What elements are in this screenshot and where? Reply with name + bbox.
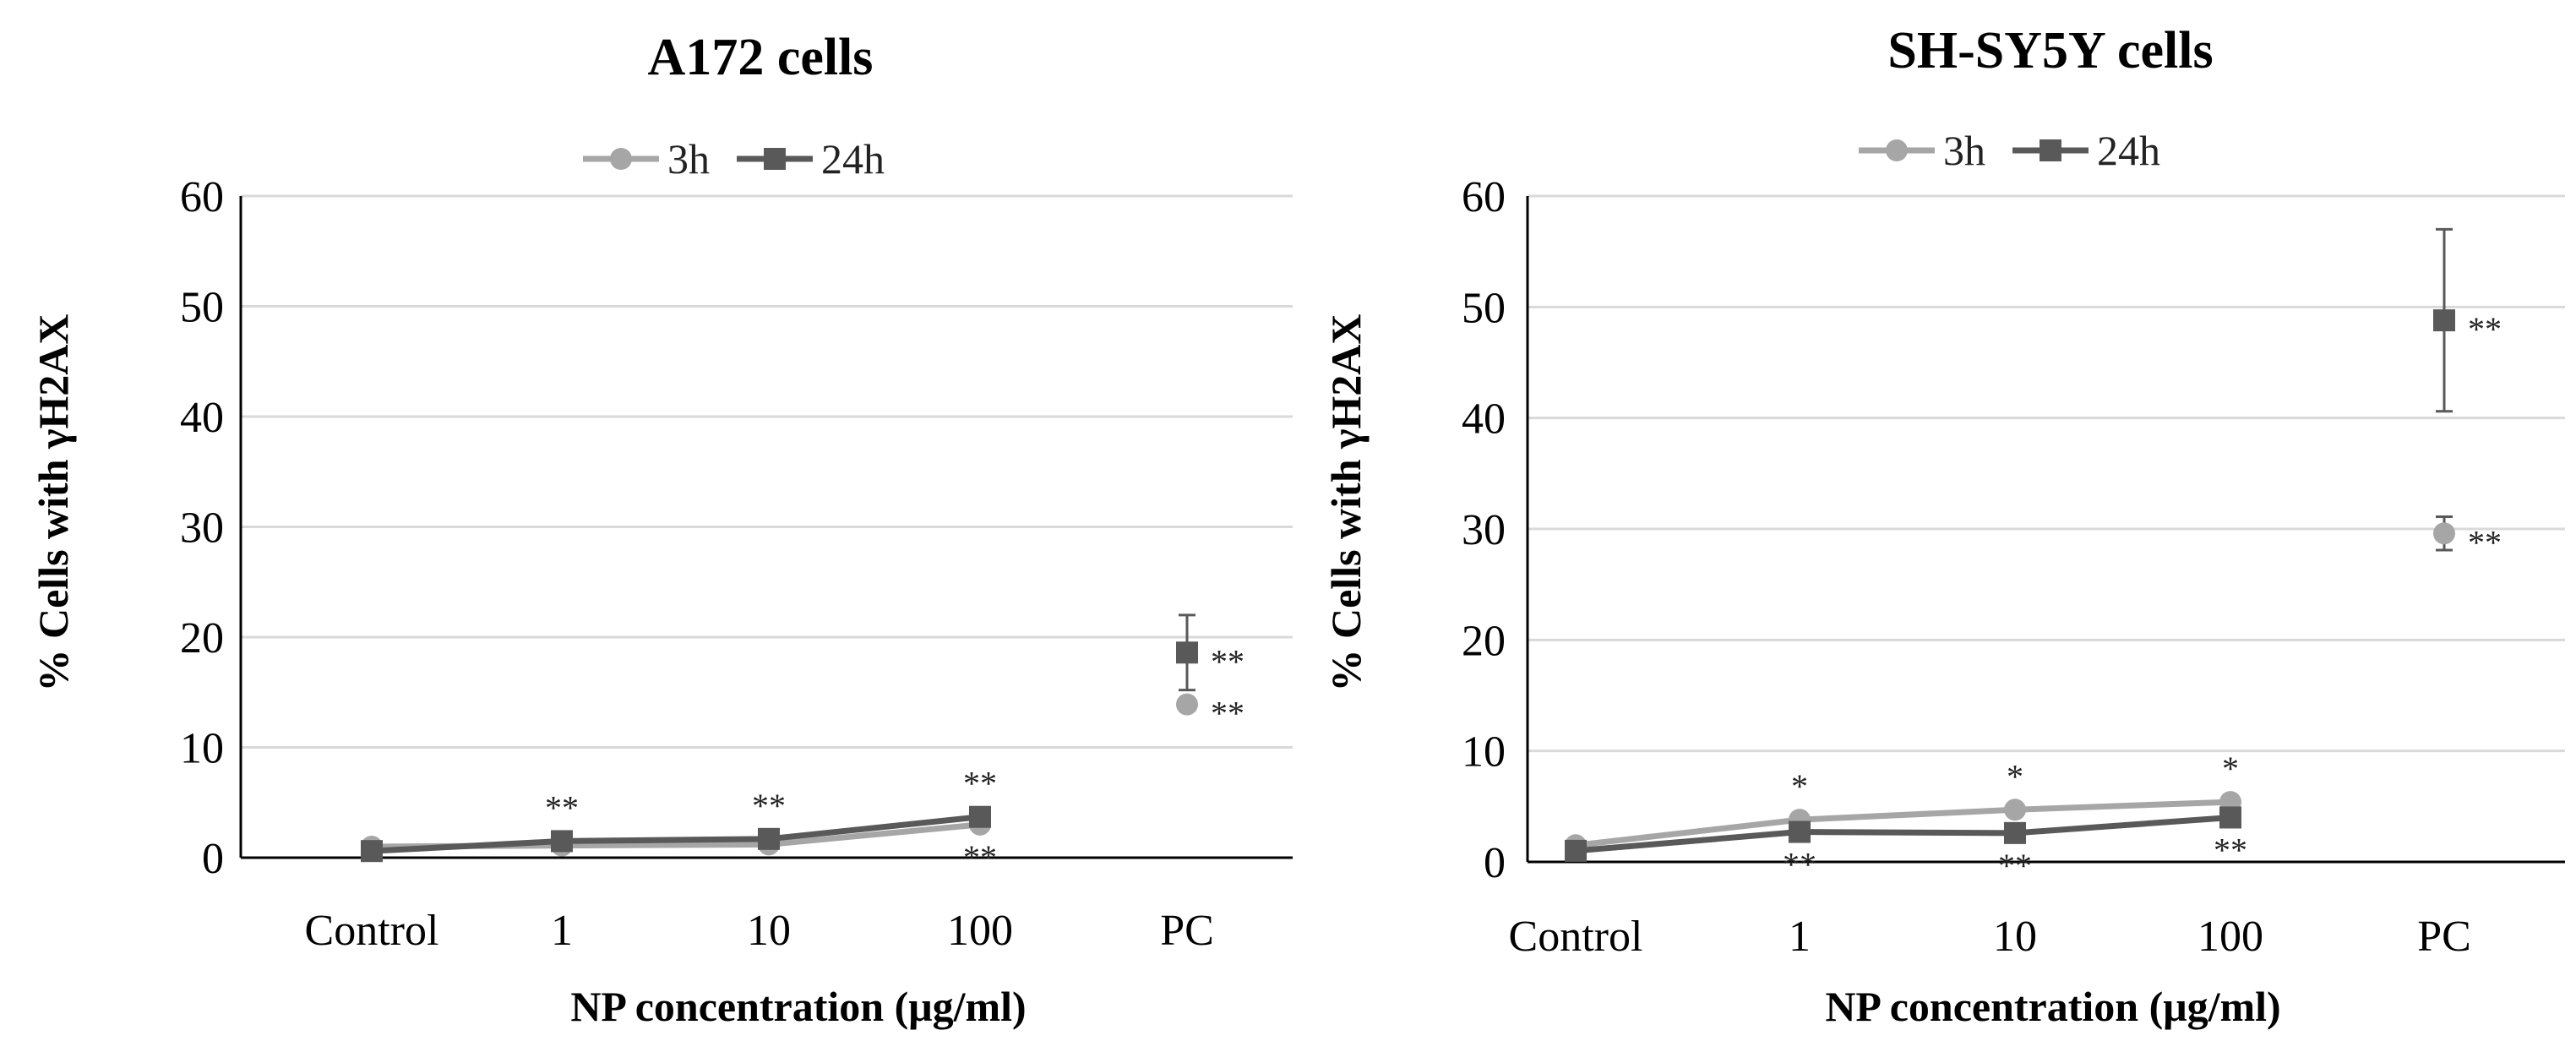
x-tick-label: 1 [551, 907, 573, 955]
legend-marker-3h [610, 148, 632, 170]
significance-label: ** [752, 787, 786, 825]
data-point-24h [361, 840, 383, 863]
significance-label: * [2007, 757, 2023, 795]
y-tick-label: 40 [180, 394, 224, 442]
series-line-3h [1575, 799, 2231, 848]
significance-label: ** [963, 765, 997, 803]
y-tick-label: 50 [1462, 284, 1506, 332]
y-tick-label: 10 [180, 725, 224, 773]
legend-label-24h: 24h [2097, 127, 2160, 174]
y-tick-label: 0 [202, 835, 224, 883]
significance-label: ** [963, 838, 997, 876]
y-tick-label: 60 [1462, 173, 1506, 221]
x-tick-label: PC [2417, 913, 2471, 961]
chart-title: A172 cells [648, 29, 874, 86]
x-tick-label: 100 [2197, 913, 2263, 961]
significance-label: ** [1211, 695, 1244, 733]
y-tick-label: 30 [1462, 506, 1506, 554]
significance-label: ** [545, 788, 579, 826]
data-point-24h [1789, 820, 1811, 843]
chart-sh-sy5y: SH-SY5Y cells % Cells with γH2AX NP conc… [1322, 22, 2565, 1030]
significance-label: ** [1211, 642, 1244, 680]
data-point-24h [758, 827, 780, 850]
y-axis-label: % Cells with γH2AX [30, 314, 77, 692]
x-tick-label: Control [305, 907, 439, 955]
data-point-24h [2219, 806, 2241, 829]
x-axis-label: NP concentration (μg/ml) [570, 983, 1026, 1030]
significance-label: ** [2468, 310, 2502, 348]
legend-marker-24h [2040, 139, 2061, 161]
data-point-24h [2004, 821, 2026, 844]
data-point-24h [1176, 641, 1198, 664]
y-tick-label: 60 [180, 173, 224, 221]
significance-label: ** [2468, 523, 2502, 561]
legend-label-3h: 3h [667, 135, 710, 183]
series-line-24h [1575, 814, 2231, 854]
legend-label-24h: 24h [821, 135, 885, 183]
x-tick-label: 1 [1789, 913, 1811, 961]
significance-label: * [1791, 767, 1808, 805]
significance-label: ** [1998, 847, 2032, 885]
x-tick-label: 10 [1993, 913, 2037, 961]
legend-label-3h: 3h [1943, 127, 1985, 174]
y-tick-label: 50 [180, 284, 224, 332]
y-tick-label: 10 [1462, 728, 1506, 777]
y-tick-label: 20 [1462, 617, 1506, 665]
series-line-24h [371, 814, 981, 854]
legend-marker-24h [764, 148, 786, 170]
data-point-24h [551, 830, 573, 853]
chart-a172: A172 cells % Cells with γH2AX NP concent… [30, 29, 1293, 1030]
legend-marker-3h [1886, 139, 1908, 161]
data-point-24h [969, 805, 991, 828]
y-axis-label: % Cells with γH2AX [1322, 314, 1370, 692]
data-point-3h [1176, 693, 1198, 716]
y-tick-label: 0 [1484, 839, 1506, 887]
y-tick-label: 20 [180, 614, 224, 662]
x-tick-label: Control [1509, 913, 1643, 961]
data-point-24h [1565, 839, 1587, 862]
y-tick-label: 40 [1462, 395, 1506, 444]
significance-label: ** [1783, 846, 1816, 884]
data-point-24h [2433, 309, 2455, 332]
x-tick-label: 10 [747, 907, 791, 955]
x-tick-label: 100 [947, 907, 1013, 955]
significance-label: ** [2214, 831, 2247, 869]
chart-title: SH-SY5Y cells [1887, 22, 2213, 79]
data-point-3h [2004, 799, 2026, 821]
y-tick-label: 30 [180, 504, 224, 553]
x-axis-label: NP concentration (μg/ml) [1825, 983, 2280, 1030]
data-point-3h [2433, 522, 2455, 545]
x-tick-label: PC [1160, 907, 1214, 955]
significance-label: * [2222, 750, 2239, 788]
